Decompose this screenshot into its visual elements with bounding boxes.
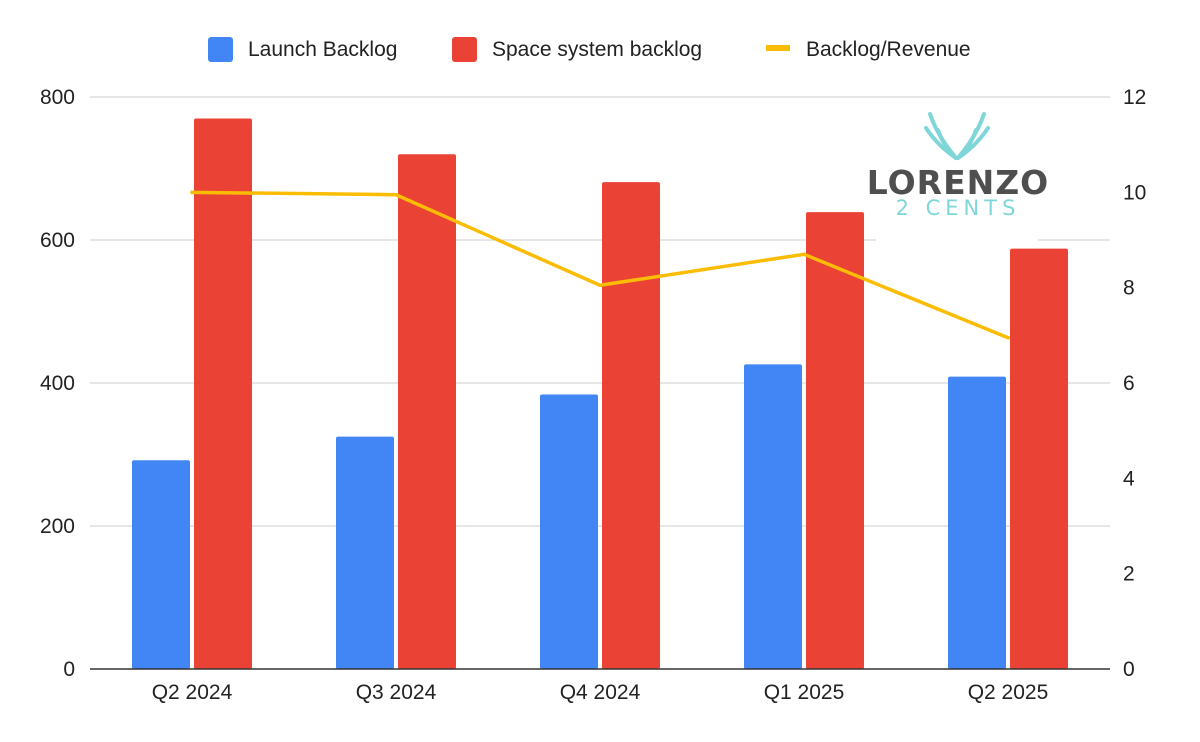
y-left-tick-label: 400 bbox=[40, 372, 75, 395]
line-point bbox=[190, 190, 194, 195]
bars bbox=[132, 118, 1068, 670]
bar-space-system-backlog-q2-2024 bbox=[194, 118, 252, 669]
y-right-tick-label: 8 bbox=[1123, 277, 1135, 300]
y-left-tick-label: 800 bbox=[40, 86, 75, 109]
y-right-tick-label: 0 bbox=[1123, 658, 1135, 681]
legend-label: Launch Backlog bbox=[248, 38, 397, 61]
legend-label: Space system backlog bbox=[492, 38, 702, 61]
watermark-name: LORENZO bbox=[867, 163, 1049, 202]
line-series bbox=[190, 190, 1010, 340]
x-tick-label: Q2 2024 bbox=[152, 681, 233, 704]
watermark-background bbox=[876, 98, 1038, 241]
x-tick-label: Q3 2024 bbox=[356, 681, 437, 704]
bar-space-system-backlog-q3-2024 bbox=[398, 154, 456, 669]
x-tick-label: Q2 2025 bbox=[968, 681, 1049, 704]
legend-swatch-bar bbox=[208, 37, 233, 62]
line-point bbox=[802, 252, 806, 257]
line-point bbox=[598, 283, 602, 288]
legend-swatch-bar bbox=[452, 37, 477, 62]
y-right-tick-label: 10 bbox=[1123, 181, 1146, 204]
bar-launch-backlog-q4-2024 bbox=[540, 394, 598, 669]
bar-space-system-backlog-q4-2024 bbox=[602, 182, 660, 669]
y-left-tick-label: 200 bbox=[40, 515, 75, 538]
bar-launch-backlog-q2-2025 bbox=[948, 376, 1006, 669]
x-tick-label: Q4 2024 bbox=[560, 681, 641, 704]
line-point bbox=[1006, 335, 1010, 340]
y-right-tick-label: 6 bbox=[1123, 372, 1135, 395]
bar-launch-backlog-q2-2024 bbox=[132, 460, 190, 669]
y-right-tick-label: 12 bbox=[1123, 86, 1146, 109]
watermark-subtitle: 2 CENTS bbox=[896, 196, 1021, 220]
bar-space-system-backlog-q1-2025 bbox=[806, 212, 864, 670]
bar-launch-backlog-q3-2024 bbox=[336, 436, 394, 669]
x-tick-label: Q1 2025 bbox=[764, 681, 845, 704]
y-left-tick-label: 600 bbox=[40, 229, 75, 252]
y-right-tick-label: 4 bbox=[1123, 467, 1135, 490]
bar-space-system-backlog-q2-2025 bbox=[1010, 248, 1068, 669]
watermark-logo: LORENZO 2 CENTS bbox=[867, 98, 1049, 241]
legend-label: Backlog/Revenue bbox=[806, 38, 971, 61]
legend: Launch Backlog Space system backlog Backlo… bbox=[208, 37, 971, 62]
line-point bbox=[394, 192, 398, 197]
wings-icon bbox=[924, 112, 990, 160]
bar-launch-backlog-q1-2025 bbox=[744, 364, 802, 669]
y-left-tick-label: 0 bbox=[63, 658, 75, 681]
y-right-tick-label: 2 bbox=[1123, 563, 1135, 586]
grid-lines bbox=[90, 96, 1110, 527]
legend-swatch-line bbox=[766, 45, 790, 51]
axes: 0 200 400 600 800 0 2 4 6 8 10 12 Q2 2024 Q3 2024 Q4 2… bbox=[40, 86, 1146, 704]
